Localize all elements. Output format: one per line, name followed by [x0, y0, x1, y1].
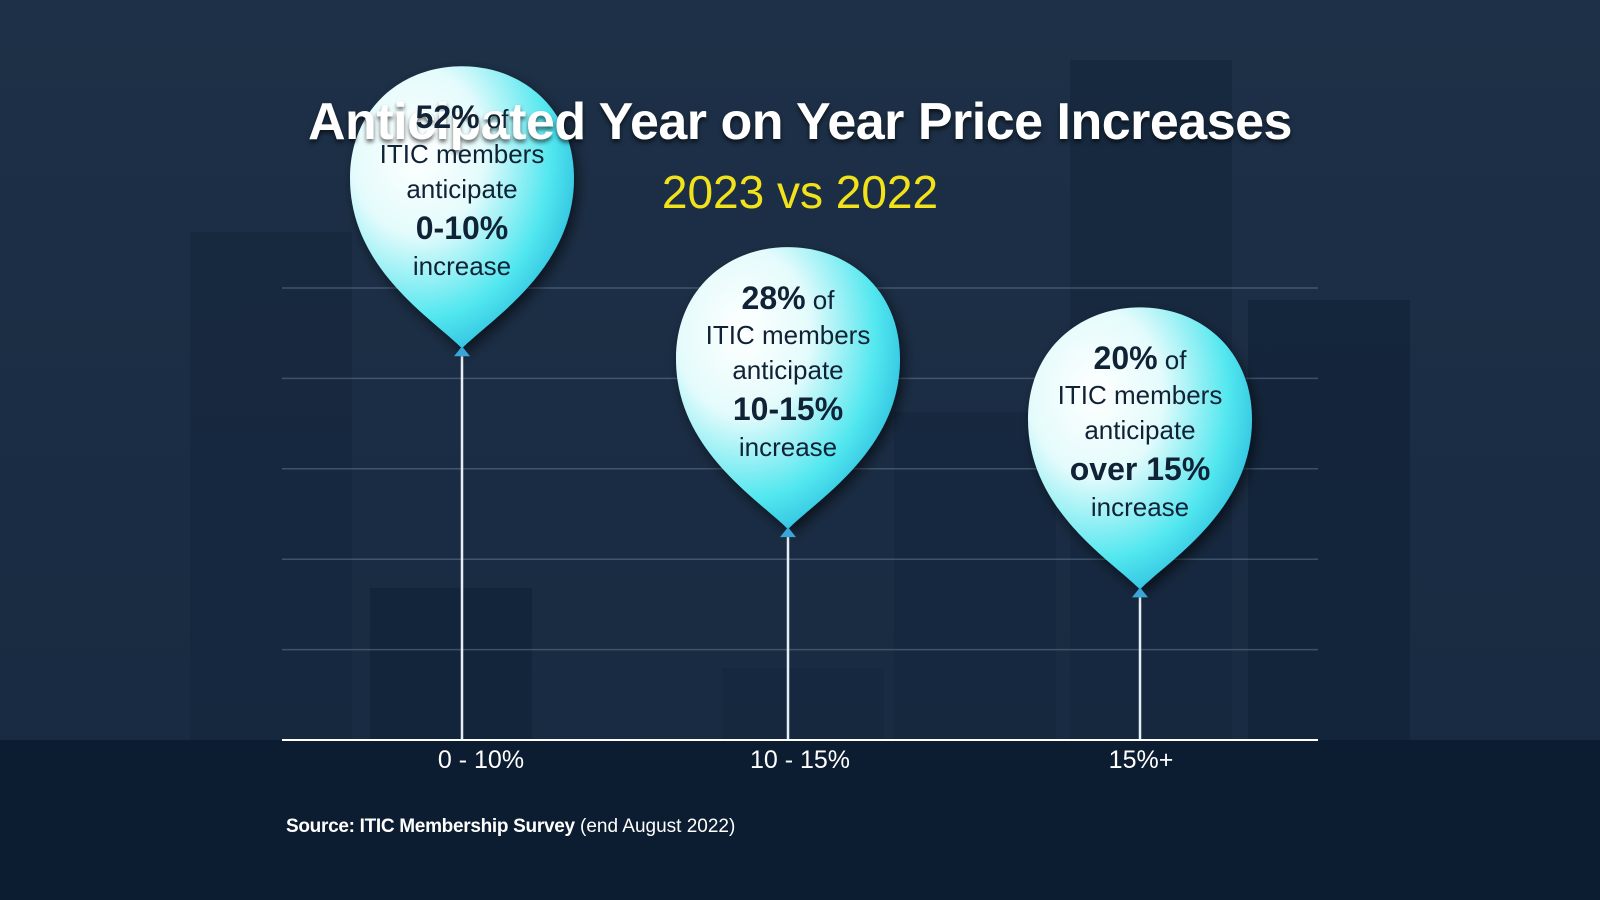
- balloon-range: 10-15%: [732, 391, 844, 428]
- balloon-marker: [676, 247, 900, 538]
- balloon-percent: 52%: [415, 99, 480, 136]
- balloon-line2: anticipate: [732, 355, 844, 386]
- source-note: Source: ITIC Membership Survey (end Augu…: [286, 816, 735, 838]
- balloon-range: 0-10%: [415, 210, 509, 247]
- background-building: [894, 412, 1056, 740]
- x-tick-label: 0 - 10%: [437, 746, 525, 774]
- balloon-line1: ITIC members: [705, 320, 871, 351]
- chart-title: Anticipated Year on Year Price Increases: [308, 93, 1292, 151]
- balloons: [350, 66, 1252, 598]
- balloon-label: 28% of ITIC members anticipate 10-15% in…: [678, 281, 898, 465]
- balloon-suffix: increase: [738, 432, 838, 463]
- balloon-label: 20% of ITIC members anticipate over 15% …: [1030, 341, 1250, 525]
- balloon-body: [676, 247, 900, 530]
- balloon-percent: 20%: [1093, 340, 1158, 377]
- balloon-suffix: increase: [1090, 492, 1190, 523]
- balloon-body: [350, 66, 574, 349]
- balloon-line2: anticipate: [1084, 415, 1196, 446]
- source-label: Source: ITIC Membership Survey: [286, 816, 575, 837]
- source-date: (end August 2022): [574, 816, 736, 837]
- x-tick-label: 10 - 15%: [749, 746, 851, 774]
- background-building: [190, 232, 352, 740]
- balloon-of: of: [1157, 345, 1187, 376]
- x-tick-label: 15%+: [1108, 746, 1174, 774]
- chart-subtitle: 2023 vs 2022: [661, 166, 939, 218]
- balloon-body: [1028, 307, 1252, 590]
- balloon-marker: [350, 66, 574, 357]
- background-building: [370, 588, 532, 740]
- balloon-line1: ITIC members: [379, 139, 545, 170]
- balloon-suffix: increase: [412, 251, 512, 282]
- background-building: [722, 668, 884, 740]
- balloon-of: of: [805, 285, 835, 316]
- balloon-marker: [1028, 307, 1252, 598]
- balloon-line2: anticipate: [406, 174, 518, 205]
- balloon-of: of: [479, 104, 509, 135]
- balloon-range: over 15%: [1069, 451, 1211, 488]
- balloon-strings: [460, 356, 1142, 740]
- balloon-line1: ITIC members: [1057, 380, 1223, 411]
- balloon-percent: 28%: [741, 280, 806, 317]
- balloon-knot: [454, 346, 470, 357]
- background-building: [1248, 300, 1410, 740]
- balloon-label: 52% of ITIC members anticipate 0-10% inc…: [352, 100, 572, 284]
- bottom-band: [0, 740, 1600, 900]
- balloon-knot: [780, 527, 796, 538]
- balloon-knot: [1132, 587, 1148, 598]
